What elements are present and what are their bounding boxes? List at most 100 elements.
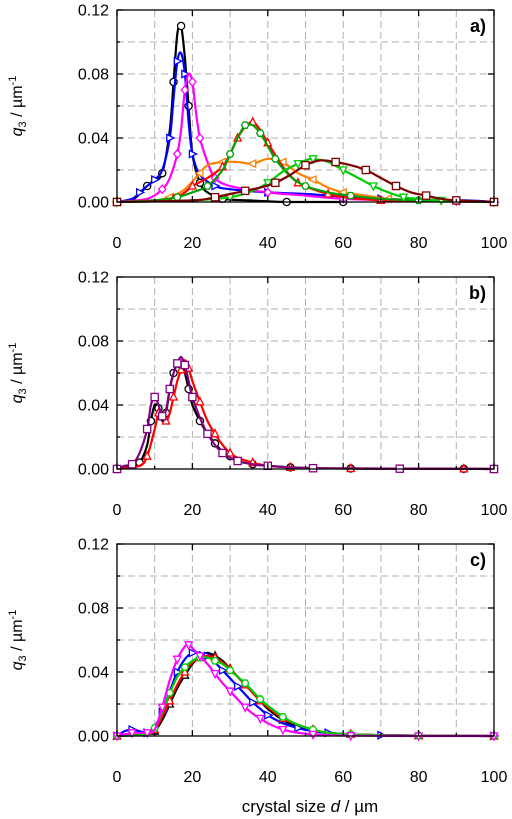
data-point bbox=[331, 157, 340, 167]
data-point bbox=[180, 360, 190, 370]
data-point bbox=[346, 191, 356, 200]
y-tick-label: 0.04 bbox=[78, 131, 109, 148]
y-tick-label: 0.04 bbox=[78, 398, 109, 415]
data-point bbox=[225, 687, 235, 697]
x-tick-label: 20 bbox=[184, 235, 202, 252]
data-point bbox=[233, 681, 244, 692]
data-point bbox=[368, 182, 379, 192]
data-point bbox=[150, 392, 159, 402]
panel-label: c) bbox=[470, 550, 486, 570]
y-axis-label: q3 / µm-1 bbox=[7, 343, 29, 404]
data-point bbox=[180, 84, 190, 96]
y-tick-label: 0.00 bbox=[78, 195, 109, 212]
grid-lines bbox=[117, 277, 494, 469]
panel-c: 0 20 40 60 80 100 0.00 0.04 0.08 0.12 q3 / µm-1 c) bbox=[7, 537, 507, 787]
data-point bbox=[240, 121, 250, 129]
data-point bbox=[195, 396, 205, 406]
x-tick-label: 60 bbox=[334, 769, 352, 786]
data-point bbox=[225, 447, 235, 457]
data-point bbox=[187, 76, 197, 88]
data-point bbox=[195, 652, 205, 662]
data-point bbox=[255, 695, 265, 703]
x-tick-label: 100 bbox=[481, 769, 508, 786]
y-tick-label: 0.00 bbox=[78, 729, 109, 746]
series-5 bbox=[112, 641, 499, 742]
x-tick-label: 80 bbox=[410, 235, 428, 252]
data-point bbox=[240, 186, 250, 196]
panel-label: a) bbox=[470, 16, 486, 36]
y-axis-label: q3 / µm-1 bbox=[7, 76, 29, 137]
x-tick-label: 40 bbox=[259, 235, 277, 252]
grid-lines bbox=[117, 544, 494, 736]
data-point bbox=[293, 159, 303, 170]
data-point bbox=[210, 192, 220, 202]
x-tick-label: 60 bbox=[334, 235, 352, 252]
x-tick-label: 0 bbox=[113, 502, 122, 519]
data-point bbox=[173, 359, 182, 368]
data-point bbox=[338, 166, 348, 176]
data-point bbox=[263, 179, 273, 189]
data-point bbox=[142, 729, 152, 739]
data-point bbox=[271, 178, 280, 188]
x-tick-label: 100 bbox=[481, 235, 508, 252]
data-point bbox=[255, 714, 265, 725]
data-point bbox=[361, 165, 371, 175]
data-point bbox=[195, 132, 205, 144]
data-point bbox=[166, 133, 176, 143]
data-point bbox=[218, 448, 227, 458]
data-point bbox=[181, 69, 191, 79]
grid-lines bbox=[117, 10, 494, 202]
data-point bbox=[249, 697, 259, 708]
data-point bbox=[176, 21, 186, 31]
data-point bbox=[172, 655, 182, 665]
data-point bbox=[247, 158, 257, 169]
data-point bbox=[301, 182, 310, 190]
data-point bbox=[240, 703, 250, 713]
y-tick-label: 0.12 bbox=[78, 537, 109, 554]
data-point bbox=[225, 666, 235, 675]
data-point bbox=[172, 148, 182, 160]
data-point bbox=[183, 641, 194, 651]
data-point bbox=[218, 665, 229, 676]
x-tick-label: 40 bbox=[259, 769, 277, 786]
y-tick-label: 0.04 bbox=[78, 665, 109, 682]
data-point bbox=[308, 730, 318, 741]
data-point bbox=[172, 193, 182, 201]
data-point bbox=[142, 424, 152, 434]
x-tick-label: 100 bbox=[481, 502, 508, 519]
data-point bbox=[127, 729, 137, 739]
data-point bbox=[203, 182, 212, 190]
panel-label: b) bbox=[469, 283, 486, 303]
data-point bbox=[173, 56, 183, 66]
x-axis-label: crystal size d / µm bbox=[242, 797, 378, 816]
series-line bbox=[116, 355, 495, 471]
data-point bbox=[188, 648, 199, 658]
x-tick-label: 0 bbox=[113, 769, 122, 786]
data-point bbox=[211, 181, 221, 191]
data-point bbox=[188, 392, 197, 402]
data-point bbox=[255, 129, 265, 137]
y-tick-label: 0.00 bbox=[78, 462, 109, 479]
data-point bbox=[142, 450, 152, 460]
data-point bbox=[308, 463, 318, 473]
data-point bbox=[398, 193, 409, 203]
x-tick-label: 40 bbox=[259, 502, 277, 519]
y-tick-label: 0.08 bbox=[78, 67, 109, 84]
data-point bbox=[157, 411, 167, 421]
y-axis-label: q3 / µm-1 bbox=[7, 610, 29, 671]
data-point bbox=[151, 174, 161, 185]
data-point bbox=[165, 384, 175, 394]
data-point bbox=[157, 184, 167, 195]
data-point bbox=[277, 157, 287, 167]
data-point bbox=[301, 160, 310, 170]
x-tick-label: 60 bbox=[334, 502, 352, 519]
panel-b: 0 20 40 60 80 100 0.00 0.04 0.08 0.12 q3 / µm-1 b) bbox=[7, 270, 507, 520]
y-tick-label: 0.12 bbox=[78, 3, 109, 20]
data-point bbox=[180, 663, 190, 671]
x-tick-label: 0 bbox=[113, 235, 122, 252]
data-point bbox=[168, 391, 179, 401]
data-point bbox=[264, 710, 274, 720]
data-point bbox=[203, 429, 212, 439]
data-point bbox=[210, 428, 220, 438]
